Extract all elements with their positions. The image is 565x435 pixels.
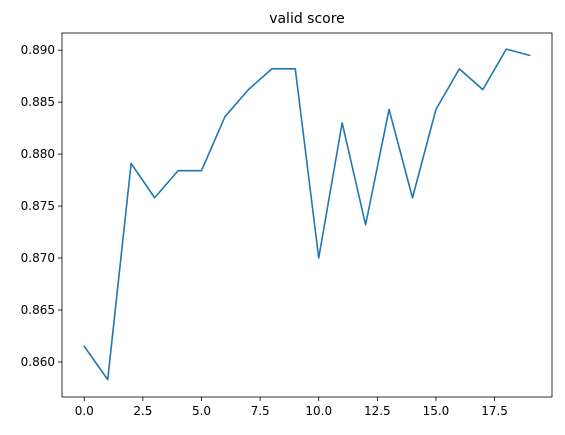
x-tick-label: 17.5 xyxy=(481,404,508,418)
y-tick-label: 0.885 xyxy=(21,95,55,109)
y-tick-label: 0.860 xyxy=(21,355,55,369)
y-tick-label: 0.865 xyxy=(21,303,55,317)
plot-frame xyxy=(61,32,553,398)
y-tick-label: 0.890 xyxy=(21,43,55,57)
x-tick-label: 12.5 xyxy=(364,404,391,418)
x-tick-label: 15.0 xyxy=(423,404,450,418)
x-tick-label: 10.0 xyxy=(305,404,332,418)
series-line xyxy=(83,48,531,381)
chart-title: valid score xyxy=(269,11,345,27)
x-tick-label: 5.0 xyxy=(192,404,211,418)
x-tick-label: 2.5 xyxy=(133,404,152,418)
x-tick-label: 7.5 xyxy=(251,404,270,418)
y-tick-label: 0.880 xyxy=(21,147,55,161)
x-tick-label: 0.0 xyxy=(75,404,94,418)
y-tick-label: 0.870 xyxy=(21,251,55,265)
y-tick-label: 0.875 xyxy=(21,199,55,213)
